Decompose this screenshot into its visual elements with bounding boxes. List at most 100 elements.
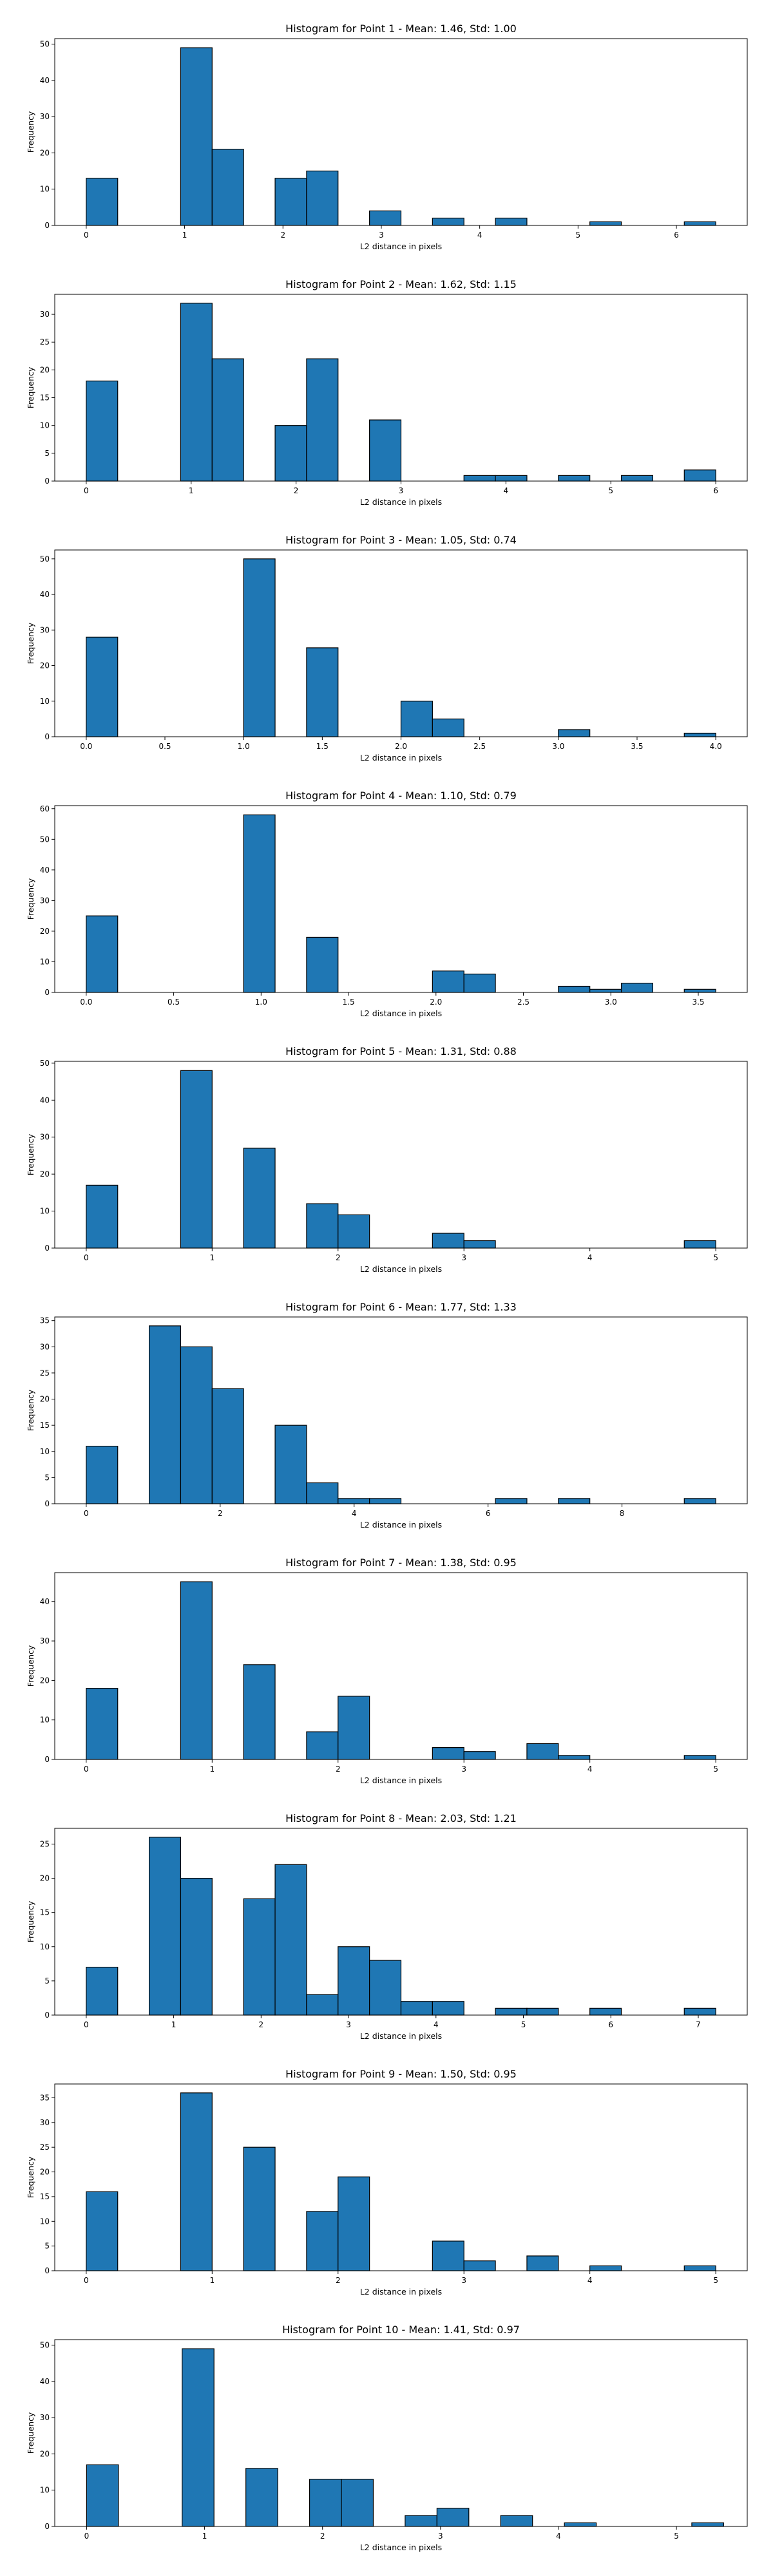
y-tick-label: 0 <box>44 221 50 230</box>
histogram-bar <box>558 729 591 737</box>
x-axis-label: L2 distance in pixels <box>360 1009 442 1018</box>
histogram-bar <box>369 210 402 226</box>
x-axis-label: L2 distance in pixels <box>360 242 442 251</box>
x-axis-label: L2 distance in pixels <box>360 1520 442 1530</box>
histogram-bar <box>274 178 307 226</box>
y-tick-label: 30 <box>40 2413 50 2422</box>
plot-frame <box>54 38 748 226</box>
histogram-bar <box>405 2515 437 2527</box>
histogram-bar <box>211 1388 244 1504</box>
histogram-bar <box>526 1743 559 1760</box>
histogram-bar <box>243 558 276 737</box>
histogram-bar <box>341 2479 374 2527</box>
x-axis-label: L2 distance in pixels <box>360 753 442 762</box>
x-tick-label: 3.5 <box>631 742 643 751</box>
y-tick-label: 35 <box>40 2093 50 2102</box>
x-tick-label: 3 <box>379 231 384 240</box>
y-tick-label: 30 <box>40 112 50 121</box>
x-tick-label: 4 <box>587 2276 593 2285</box>
y-axis-label: Frequency <box>26 366 35 408</box>
histogram-bar <box>463 1240 496 1249</box>
histogram-bar <box>495 1498 528 1504</box>
histogram-panel: Histogram for Point 8 - Mean: 2.03, Std:… <box>26 1812 748 2041</box>
x-tick-label: 3.0 <box>605 998 617 1007</box>
x-tick-label: 0.0 <box>80 742 92 751</box>
x-tick-label: 2.0 <box>395 742 407 751</box>
histogram-bar <box>306 647 339 737</box>
y-tick-label: 5 <box>44 2242 50 2251</box>
y-tick-label: 0 <box>44 2522 50 2531</box>
x-tick-label: 6 <box>674 231 679 240</box>
histogram-bar <box>620 475 654 482</box>
histogram-bar <box>526 2255 559 2271</box>
histogram-panel: Histogram for Point 2 - Mean: 1.62, Std:… <box>26 278 748 507</box>
histogram-bar <box>683 1240 716 1249</box>
histogram-bar <box>683 989 716 993</box>
y-tick-label: 20 <box>40 1676 50 1685</box>
histogram-bar <box>86 178 119 226</box>
y-axis-label: Frequency <box>26 1645 35 1687</box>
x-tick-label: 8 <box>620 1509 625 1518</box>
y-tick-label: 50 <box>40 554 50 564</box>
histogram-bar <box>369 419 402 482</box>
y-tick-label: 50 <box>40 835 50 844</box>
x-tick-label: 1.0 <box>255 998 267 1007</box>
y-axis-label: Frequency <box>26 878 35 920</box>
histogram-bar <box>338 1498 370 1504</box>
histogram-bar <box>243 1148 276 1249</box>
histogram-bar <box>86 915 119 993</box>
histogram-bar <box>274 425 307 482</box>
chart-title: Histogram for Point 2 - Mean: 1.62, Std:… <box>285 278 517 290</box>
y-tick-label: 40 <box>40 76 50 85</box>
histogram-bar <box>683 732 716 737</box>
chart-title: Histogram for Point 3 - Mean: 1.05, Std:… <box>285 534 517 546</box>
histogram-panel: Histogram for Point 3 - Mean: 1.05, Std:… <box>26 534 748 762</box>
x-tick-label: 2.5 <box>473 742 486 751</box>
chart-title: Histogram for Point 7 - Mean: 1.38, Std:… <box>285 1557 517 1569</box>
y-tick-label: 25 <box>40 2143 50 2152</box>
y-tick-label: 10 <box>40 2486 50 2495</box>
x-tick-label: 0.5 <box>158 742 171 751</box>
histogram-bar <box>180 2092 213 2271</box>
y-tick-label: 15 <box>40 2192 50 2201</box>
y-tick-label: 30 <box>40 1342 50 1351</box>
x-axis-label: L2 distance in pixels <box>360 2543 442 2552</box>
histogram-bar <box>432 1747 464 1760</box>
y-tick-label: 20 <box>40 365 50 374</box>
plot-frame <box>54 2339 748 2527</box>
x-tick-label: 2 <box>218 1509 223 1518</box>
x-tick-label: 1 <box>171 2020 177 2029</box>
histogram-bar <box>432 2001 464 2016</box>
histogram-bar <box>369 1498 402 1504</box>
y-tick-label: 20 <box>40 661 50 670</box>
x-tick-label: 2.5 <box>517 998 530 1007</box>
histogram-bar <box>86 636 119 737</box>
histogram-bar <box>463 475 496 482</box>
x-tick-label: 0 <box>84 1253 89 1262</box>
chart-title: Histogram for Point 9 - Mean: 1.50, Std:… <box>285 2068 517 2080</box>
y-tick-label: 25 <box>40 1368 50 1378</box>
histogram-bar <box>338 1214 370 1249</box>
plot-frame <box>54 805 748 993</box>
y-tick-label: 0 <box>44 1244 50 1253</box>
x-tick-label: 4 <box>434 2020 439 2029</box>
x-tick-label: 5 <box>713 1253 718 1262</box>
histogram-bar <box>369 1960 402 2016</box>
histogram-bar <box>306 1203 339 1249</box>
histogram-bar <box>338 1696 370 1760</box>
histogram-bar <box>306 2211 339 2271</box>
y-tick-label: 50 <box>40 1059 50 1068</box>
x-tick-label: 1 <box>189 486 194 495</box>
x-tick-label: 0 <box>84 2020 89 2029</box>
histogram-bar <box>180 1877 213 2016</box>
y-tick-label: 5 <box>44 449 50 458</box>
y-axis-label: Frequency <box>26 1900 35 1942</box>
plot-frame <box>54 1572 748 1760</box>
x-tick-label: 0 <box>84 2276 89 2285</box>
histogram-bar <box>683 2007 716 2016</box>
y-tick-label: 0 <box>44 2011 50 2020</box>
x-tick-label: 2 <box>280 231 285 240</box>
x-tick-label: 6 <box>713 486 718 495</box>
y-tick-label: 5 <box>44 1976 50 1985</box>
histogram-panel: Histogram for Point 5 - Mean: 1.31, Std:… <box>26 1045 748 1274</box>
